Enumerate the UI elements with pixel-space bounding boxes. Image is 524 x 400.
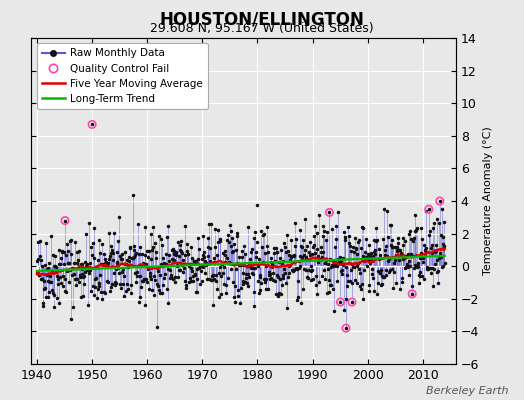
Point [61, 217, 69, 224]
Text: 29.608 N, 95.167 W (United States): 29.608 N, 95.167 W (United States) [150, 22, 374, 35]
Text: Berkeley Earth: Berkeley Earth [426, 386, 508, 396]
Point [348, 299, 356, 305]
Y-axis label: Temperature Anomaly (°C): Temperature Anomaly (°C) [483, 127, 493, 275]
Point [336, 299, 345, 305]
Point [408, 291, 417, 297]
Point [88, 121, 96, 128]
Point [424, 206, 433, 212]
Text: HOUSTON/ELLINGTON: HOUSTON/ELLINGTON [160, 10, 364, 28]
Point [435, 198, 444, 204]
Point [342, 325, 350, 331]
Legend: Raw Monthly Data, Quality Control Fail, Five Year Moving Average, Long-Term Tren: Raw Monthly Data, Quality Control Fail, … [37, 43, 208, 109]
Point [325, 209, 334, 216]
